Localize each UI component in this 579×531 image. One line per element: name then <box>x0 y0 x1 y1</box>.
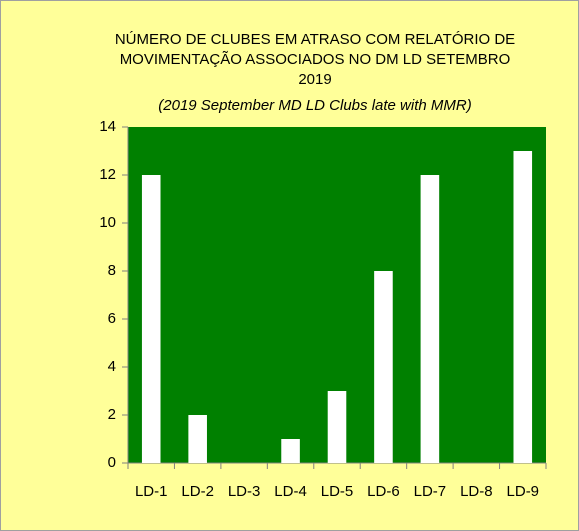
y-tick-label: 6 <box>108 310 116 327</box>
chart-subtitle: (2019 September MD LD Clubs late with MM… <box>158 97 471 114</box>
chart-title: NÚMERO DE CLUBES EM ATRASO COM RELATÓRIO… <box>115 31 515 48</box>
y-tick-label: 12 <box>99 166 116 183</box>
y-tick-label: 0 <box>108 454 116 471</box>
bar <box>513 151 533 463</box>
chart-title: 2019 <box>298 71 331 88</box>
chart-title: MOVIMENTAÇÃO ASSOCIADOS NO DM LD SETEMBR… <box>120 51 511 68</box>
bar <box>420 175 440 463</box>
x-tick-label: LD-8 <box>460 483 493 500</box>
y-tick-label: 2 <box>108 406 116 423</box>
bar <box>374 271 393 463</box>
bar <box>188 415 207 463</box>
x-tick-label: LD-3 <box>228 483 261 500</box>
bar <box>281 439 300 463</box>
bar <box>327 391 347 463</box>
y-tick-label: 8 <box>108 262 116 279</box>
y-tick-label: 10 <box>99 214 116 231</box>
y-tick-label: 4 <box>108 358 116 375</box>
x-tick-label: LD-2 <box>181 483 214 500</box>
bar <box>141 175 161 463</box>
x-tick-label: LD-5 <box>321 483 354 500</box>
x-tick-label: LD-9 <box>507 483 540 500</box>
x-tick-label: LD-7 <box>414 483 447 500</box>
x-tick-label: LD-1 <box>135 483 168 500</box>
x-tick-label: LD-4 <box>274 483 307 500</box>
x-tick-label: LD-6 <box>367 483 400 500</box>
y-tick-label: 14 <box>99 118 116 135</box>
